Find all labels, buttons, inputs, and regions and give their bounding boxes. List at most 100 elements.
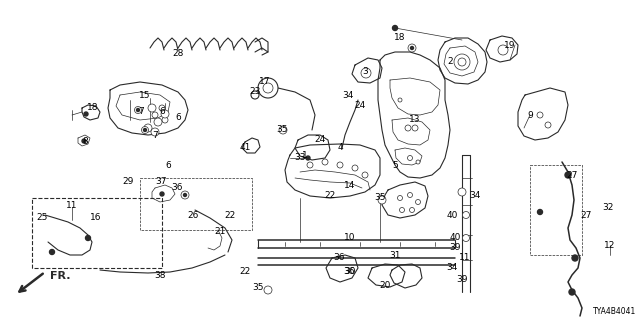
Text: 39: 39 bbox=[449, 244, 461, 252]
Circle shape bbox=[463, 212, 470, 219]
Text: FR.: FR. bbox=[50, 271, 70, 281]
Circle shape bbox=[405, 125, 411, 131]
Circle shape bbox=[159, 105, 165, 111]
Circle shape bbox=[392, 26, 397, 30]
Text: 6: 6 bbox=[175, 114, 181, 123]
Text: 18: 18 bbox=[394, 34, 406, 43]
Circle shape bbox=[352, 165, 358, 171]
Circle shape bbox=[410, 207, 415, 212]
Circle shape bbox=[49, 250, 54, 254]
Circle shape bbox=[143, 129, 147, 132]
Text: 41: 41 bbox=[239, 143, 251, 153]
Text: 9: 9 bbox=[527, 110, 533, 119]
Circle shape bbox=[181, 191, 189, 199]
Circle shape bbox=[572, 255, 578, 261]
Circle shape bbox=[251, 91, 259, 99]
Text: 34: 34 bbox=[446, 263, 458, 273]
Circle shape bbox=[306, 156, 310, 160]
Circle shape bbox=[545, 122, 551, 128]
Text: 8: 8 bbox=[82, 138, 88, 147]
Circle shape bbox=[538, 210, 543, 214]
Text: 17: 17 bbox=[259, 77, 271, 86]
Circle shape bbox=[86, 236, 90, 241]
Text: 11: 11 bbox=[460, 253, 471, 262]
Text: 34: 34 bbox=[342, 91, 354, 100]
Circle shape bbox=[84, 112, 88, 116]
Text: 33: 33 bbox=[294, 154, 306, 163]
Text: 12: 12 bbox=[604, 241, 616, 250]
Bar bbox=[32, 198, 162, 268]
Bar bbox=[140, 178, 252, 230]
Circle shape bbox=[184, 194, 186, 196]
Text: 11: 11 bbox=[67, 201, 77, 210]
Text: TYA4B4041: TYA4B4041 bbox=[593, 307, 636, 316]
Circle shape bbox=[134, 107, 141, 114]
Circle shape bbox=[537, 112, 543, 118]
Text: 26: 26 bbox=[188, 211, 198, 220]
Text: 28: 28 bbox=[172, 49, 184, 58]
Text: 38: 38 bbox=[154, 270, 166, 279]
Circle shape bbox=[399, 207, 404, 212]
Circle shape bbox=[136, 108, 140, 111]
Circle shape bbox=[410, 46, 413, 50]
Circle shape bbox=[307, 162, 313, 168]
Circle shape bbox=[416, 160, 420, 164]
Circle shape bbox=[412, 125, 418, 131]
Text: 34: 34 bbox=[469, 190, 481, 199]
Circle shape bbox=[498, 45, 508, 55]
Text: 27: 27 bbox=[566, 171, 578, 180]
Circle shape bbox=[569, 289, 575, 295]
Text: 35: 35 bbox=[276, 125, 288, 134]
Circle shape bbox=[361, 68, 371, 78]
Text: 22: 22 bbox=[225, 211, 236, 220]
Circle shape bbox=[454, 54, 470, 70]
Text: 4: 4 bbox=[337, 143, 343, 153]
Text: 30: 30 bbox=[344, 268, 356, 276]
Text: 29: 29 bbox=[122, 178, 134, 187]
Text: 10: 10 bbox=[344, 234, 356, 243]
Text: 39: 39 bbox=[456, 276, 468, 284]
Bar bbox=[530, 165, 582, 255]
Circle shape bbox=[82, 139, 86, 143]
Text: 35: 35 bbox=[252, 284, 264, 292]
Circle shape bbox=[152, 112, 158, 118]
Text: 6: 6 bbox=[159, 108, 165, 116]
Circle shape bbox=[162, 117, 168, 123]
Text: 7: 7 bbox=[138, 108, 144, 116]
Circle shape bbox=[264, 286, 272, 294]
Text: 24: 24 bbox=[355, 100, 365, 109]
Circle shape bbox=[408, 193, 413, 197]
Text: 21: 21 bbox=[214, 228, 226, 236]
Text: 37: 37 bbox=[156, 178, 167, 187]
Text: 7: 7 bbox=[152, 132, 158, 140]
Text: 5: 5 bbox=[392, 161, 398, 170]
Text: 22: 22 bbox=[239, 268, 251, 276]
Text: 18: 18 bbox=[87, 103, 99, 113]
Text: 13: 13 bbox=[409, 116, 420, 124]
Circle shape bbox=[337, 162, 343, 168]
Text: 32: 32 bbox=[602, 204, 614, 212]
Circle shape bbox=[458, 58, 466, 66]
Circle shape bbox=[258, 78, 278, 98]
Circle shape bbox=[408, 156, 413, 161]
Text: 35: 35 bbox=[374, 194, 386, 203]
Text: 40: 40 bbox=[449, 234, 461, 243]
Circle shape bbox=[398, 98, 402, 102]
Text: 22: 22 bbox=[324, 190, 335, 199]
Text: 40: 40 bbox=[446, 211, 458, 220]
Circle shape bbox=[279, 126, 287, 134]
Text: 27: 27 bbox=[580, 211, 592, 220]
Circle shape bbox=[415, 199, 420, 204]
Circle shape bbox=[362, 172, 368, 178]
Text: 36: 36 bbox=[172, 183, 183, 193]
Text: 19: 19 bbox=[504, 41, 516, 50]
Circle shape bbox=[322, 159, 328, 165]
Text: 25: 25 bbox=[36, 213, 48, 222]
Circle shape bbox=[397, 196, 403, 201]
Circle shape bbox=[141, 126, 148, 133]
Circle shape bbox=[263, 83, 273, 93]
Circle shape bbox=[151, 128, 159, 136]
Circle shape bbox=[160, 192, 164, 196]
Text: 24: 24 bbox=[314, 135, 326, 145]
Text: 31: 31 bbox=[389, 251, 401, 260]
